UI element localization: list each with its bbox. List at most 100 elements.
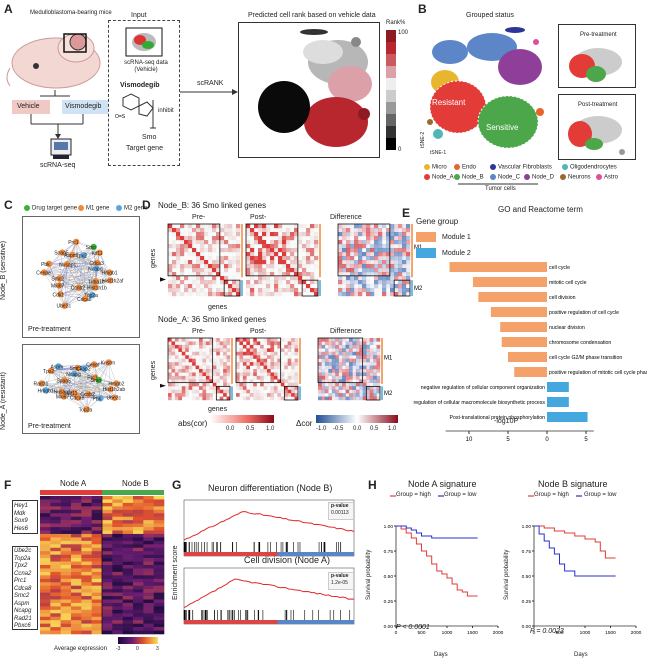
heatmap-cell — [270, 276, 275, 281]
f-heat-cell — [50, 627, 61, 631]
heatmap-cell — [294, 344, 299, 349]
heatmap-cell — [246, 341, 250, 346]
heatmap-cell — [199, 351, 203, 356]
heatmap-cell — [366, 284, 371, 289]
heatmap-cell — [362, 228, 367, 233]
heatmap-cell — [270, 382, 275, 387]
km-y-tick-label: 0.25 — [522, 599, 532, 605]
heatmap-cell — [236, 284, 241, 289]
heatmap-cell — [318, 362, 322, 366]
module-m1-box — [167, 223, 221, 277]
heatmap-cell — [205, 341, 210, 346]
heatmap-cell — [280, 362, 285, 366]
heatmap-cell — [236, 276, 241, 281]
heatmap-cell — [291, 369, 295, 373]
heatmap-cell — [291, 379, 295, 383]
heatmap-cell — [199, 348, 203, 352]
f-heat-cell — [122, 609, 134, 614]
go-bar-module1 — [449, 262, 547, 272]
heatmap-cell — [174, 382, 179, 387]
heatmap-cell — [192, 362, 196, 366]
heatmap-cell — [338, 260, 343, 265]
go-bar-module1 — [508, 352, 547, 362]
heatmap-cell — [374, 268, 379, 273]
heatmap-cell — [318, 338, 322, 342]
heatmap-cell — [310, 228, 315, 233]
f-heat-cell — [40, 613, 51, 618]
heatmap-cell — [188, 351, 193, 356]
heatmap-cell — [208, 276, 213, 281]
heatmap-cell — [212, 358, 217, 363]
heatmap-cell — [208, 288, 213, 293]
abs-tick-1: 0.5 — [246, 426, 255, 432]
heatmap-cell — [223, 365, 227, 370]
heatmap-cell — [282, 292, 287, 297]
heatmap-cell — [321, 362, 326, 366]
network-node — [45, 260, 53, 268]
heatmap-cell — [402, 228, 407, 233]
heatmap-cell — [195, 358, 200, 363]
heatmap-cell — [302, 264, 307, 269]
heatmap-cell — [262, 232, 267, 237]
f-heat-cell — [112, 544, 123, 549]
heatmap-cell — [216, 256, 221, 261]
f-heat-cell — [71, 499, 82, 504]
heatmap-cell — [273, 338, 278, 342]
heatmap-cell — [258, 236, 263, 241]
heatmap-cell — [236, 341, 240, 346]
heatmap-cell — [256, 386, 261, 390]
heatmap-cell — [224, 276, 229, 281]
heatmap-cell — [239, 379, 244, 383]
heatmap-cell — [373, 341, 377, 346]
legend-dot-icon — [454, 164, 460, 170]
heatmap-cell — [267, 393, 271, 397]
heatmap-cell — [362, 344, 367, 349]
f-heat-cell — [50, 620, 61, 624]
heatmap-cell — [286, 292, 291, 297]
heatmap-cell — [220, 236, 225, 241]
heatmap-cell — [355, 386, 360, 390]
heatmap-cell — [298, 292, 303, 297]
heatmap-cell — [224, 248, 229, 253]
heatmap-cell — [362, 284, 367, 289]
f-heat-cell — [50, 544, 61, 549]
heatmap-cell — [199, 379, 203, 383]
heatmap-cell — [342, 288, 347, 293]
heatmap-cell — [382, 248, 387, 253]
heatmap-cell — [298, 244, 303, 249]
network-gene-label: Smo — [91, 378, 102, 384]
f-heat-cell — [40, 578, 51, 583]
f-heat-cell — [91, 540, 103, 545]
input-tsne-thumb — [125, 27, 163, 57]
heatmap-cell — [220, 240, 225, 245]
heatmap-cell — [216, 365, 220, 370]
heatmap-cell — [176, 268, 181, 273]
heatmap-cell — [386, 232, 391, 237]
panel-letter-c: C — [4, 198, 13, 212]
heatmap-cell — [370, 272, 375, 277]
h-legend-low-left: Group = low — [444, 492, 477, 498]
heatmap-cell — [209, 389, 213, 394]
heatmap-cell — [354, 248, 359, 253]
heatmap-cell — [254, 276, 259, 281]
heatmap-cell — [282, 228, 287, 233]
network-gene-label: Hist1h2ab — [103, 387, 126, 393]
heatmap-cell — [171, 372, 176, 377]
f-heat-cell — [102, 575, 113, 580]
m2-label: M2 — [384, 391, 393, 397]
heatmap-cell — [200, 244, 205, 249]
f-heat-cell — [71, 533, 82, 538]
network-edge — [88, 364, 95, 395]
heatmap-cell — [270, 355, 275, 359]
heatmap-cell — [282, 272, 287, 277]
f-heat-cell — [81, 558, 92, 562]
f-heat-cell — [60, 627, 72, 631]
heatmap-cell — [168, 236, 173, 241]
heatmap-cell — [178, 369, 182, 373]
heatmap-cell — [208, 224, 213, 229]
heatmap-cell — [398, 268, 403, 273]
heatmap-cell — [282, 288, 287, 293]
f-heat-cell — [40, 630, 51, 635]
heatmap-cell — [171, 389, 176, 394]
heatmap-cell — [262, 256, 267, 261]
